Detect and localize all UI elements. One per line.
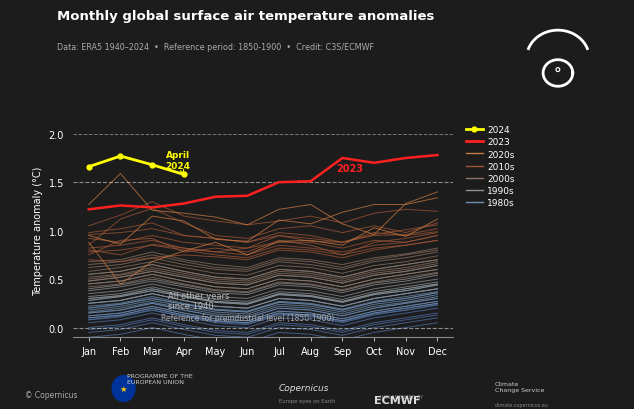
Text: ECMWF: ECMWF [374, 395, 420, 405]
Legend: 2024, 2023, 2020s, 2010s, 2000s, 1990s, 1980s: 2024, 2023, 2020s, 2010s, 2000s, 1990s, … [465, 125, 515, 209]
Text: 2023: 2023 [336, 163, 363, 173]
Text: Europe eyes on Earth: Europe eyes on Earth [279, 398, 335, 403]
Text: All other years
since 1940: All other years since 1940 [168, 291, 230, 310]
Text: Climate
Change Service: Climate Change Service [495, 381, 544, 392]
Text: ★: ★ [120, 384, 127, 393]
Text: climate.copernicus.eu: climate.copernicus.eu [495, 402, 548, 407]
Y-axis label: Temperature anomaly (°C): Temperature anomaly (°C) [33, 166, 43, 296]
Circle shape [112, 375, 135, 402]
Text: © Copernicus: © Copernicus [25, 390, 78, 399]
Text: Data: ERA5 1940–2024  •  Reference period: 1850-1900  •  Credit: C3S/ECMWF: Data: ERA5 1940–2024 • Reference period:… [57, 43, 374, 52]
Text: April
2024: April 2024 [165, 151, 190, 174]
Text: °: ° [554, 68, 562, 83]
Text: Copernicus: Copernicus [279, 383, 330, 392]
Text: IMPLEMENTED BY: IMPLEMENTED BY [380, 394, 424, 399]
Text: Reference for preindustrial level (1850-1900): Reference for preindustrial level (1850-… [160, 313, 334, 322]
Text: Monthly global surface air temperature anomalies: Monthly global surface air temperature a… [57, 10, 434, 23]
Text: PROGRAMME OF THE
EUROPEAN UNION: PROGRAMME OF THE EUROPEAN UNION [127, 373, 193, 384]
